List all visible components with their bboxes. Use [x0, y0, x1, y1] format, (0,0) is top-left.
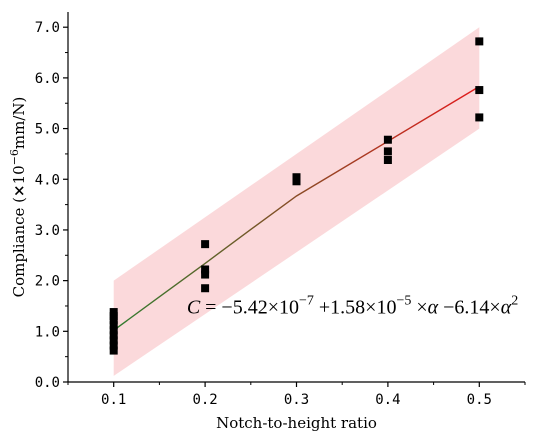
y-axis-title-base: 10: [10, 165, 28, 184]
y-axis-title: Compliance (×10−6mm/N): [8, 97, 28, 298]
x-tick-label: 0.4: [375, 392, 400, 408]
equation-term: α: [501, 297, 512, 319]
tick-labels: 0.1 0.2 0.3 0.4 0.5 0.0 1.0 2.0 3.0 4.0 5.0 6.0 7.0: [35, 20, 492, 408]
data-point: [201, 265, 210, 274]
y-tick-label: 1.0: [35, 324, 60, 340]
data-point: [292, 177, 301, 186]
data-point: [109, 346, 118, 355]
y-axis-title-exponent: −6: [8, 149, 21, 165]
y-axis-title-unit: mm/N): [10, 97, 28, 149]
fit-curve-layer: [113, 85, 480, 331]
y-axis-title-times: ×: [10, 184, 28, 197]
y-tick-label: 2.0: [35, 274, 60, 290]
y-tick-label: 6.0: [35, 71, 60, 87]
x-axis-title: Notch-to-height ratio: [216, 414, 377, 432]
axes: [63, 12, 526, 387]
y-tick-label: 5.0: [35, 122, 60, 138]
y-tick-label: 4.0: [35, 172, 60, 188]
y-tick-label: 0.0: [35, 375, 60, 391]
data-point: [109, 331, 118, 340]
data-point: [201, 240, 210, 249]
y-axis-title-prefix: Compliance (: [10, 197, 28, 297]
data-point: [109, 308, 118, 317]
equation-term: ×: [411, 297, 427, 319]
data-point: [109, 336, 118, 345]
data-point: [383, 147, 392, 156]
data-point: [109, 326, 118, 335]
x-tick-label: 0.1: [101, 392, 126, 408]
equation-superscript: −5: [396, 294, 411, 309]
x-tick-label: 0.3: [284, 392, 309, 408]
data-points-layer: [109, 37, 484, 355]
confidence-band-layer: [113, 27, 480, 376]
data-point: [201, 270, 210, 279]
x-tick-label: 0.5: [467, 392, 492, 408]
equation-term: α: [428, 297, 439, 319]
data-point: [475, 86, 484, 95]
data-point: [475, 113, 484, 122]
equation-term: −6.14×: [438, 297, 501, 319]
equation-term: C: [187, 297, 201, 319]
data-point: [109, 341, 118, 350]
confidence-band: [113, 27, 480, 376]
y-tick-label: 3.0: [35, 223, 60, 239]
fit-equation: C = −5.42×10−7 +1.58×10−5 ×α −6.14×α2: [187, 294, 518, 319]
data-point: [383, 156, 392, 164]
x-tick-label: 0.2: [192, 392, 217, 408]
equation-term: +1.58×10: [314, 297, 397, 319]
data-point: [109, 312, 118, 321]
data-point: [201, 284, 210, 293]
data-point: [109, 316, 118, 325]
equation-term: = −5.42×10: [200, 297, 299, 319]
data-point: [292, 173, 301, 182]
data-point: [383, 135, 392, 144]
data-point: [475, 37, 484, 46]
equation-superscript: −7: [299, 294, 314, 309]
data-point: [109, 321, 118, 330]
fit-curve: [113, 85, 480, 331]
equation-superscript: 2: [511, 294, 518, 309]
y-tick-label: 7.0: [35, 20, 60, 36]
